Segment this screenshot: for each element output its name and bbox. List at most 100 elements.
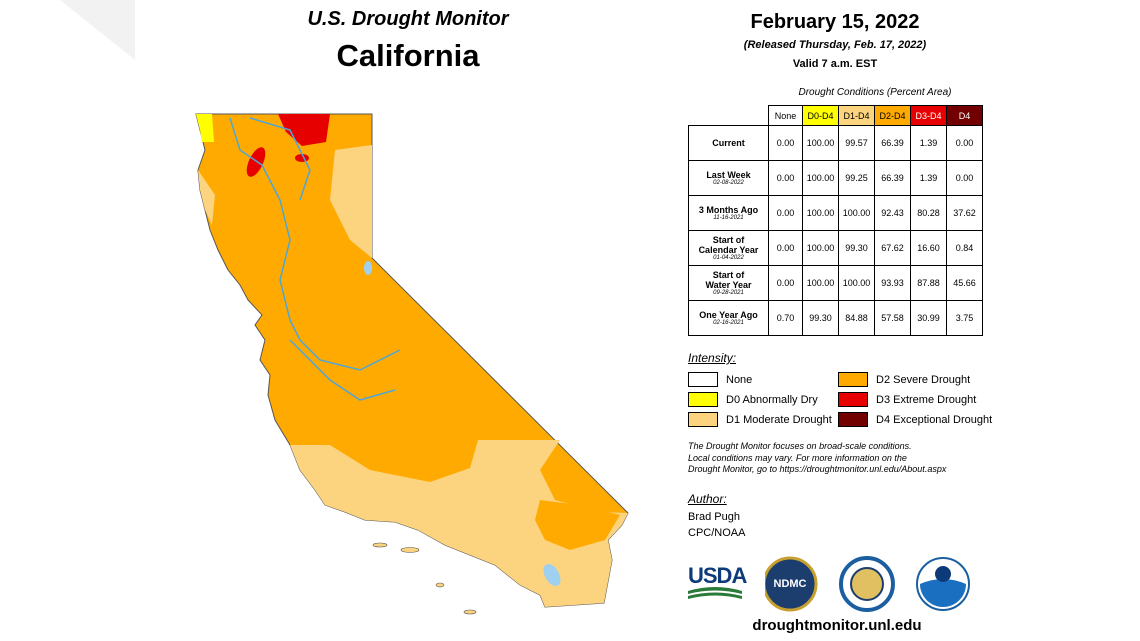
river <box>289 339 396 401</box>
table-row: Current 0.00 100.00 99.57 66.39 1.39 0.00 <box>688 125 983 161</box>
lake <box>543 564 561 586</box>
row-label-cell: One Year Ago 02-16-2021 <box>688 300 769 336</box>
note-line: Local conditions may vary. For more info… <box>688 452 907 463</box>
value-cell: 67.62 <box>874 230 911 266</box>
value-cell: 16.60 <box>910 230 947 266</box>
value-cell: 100.00 <box>802 195 839 231</box>
legend-swatch <box>688 392 718 407</box>
value-cell: 45.66 <box>946 265 983 301</box>
value-cell: 99.30 <box>802 300 839 336</box>
rivers <box>229 117 401 401</box>
author-title: Author: <box>688 492 727 506</box>
row-date: 01-04-2022 <box>713 255 744 261</box>
value-cell: 0.84 <box>946 230 983 266</box>
d1-northeast <box>330 145 372 258</box>
value-cell: 99.25 <box>838 160 875 196</box>
table-row: Last Week 02-08-2022 0.00 100.00 99.25 66.39 1… <box>688 160 983 196</box>
value-cell: 100.00 <box>838 265 875 301</box>
legend-item: None <box>688 372 752 387</box>
legend-swatch <box>688 372 718 387</box>
row-label: Start of <box>712 235 745 245</box>
conditions-table: None D0-D4 D1-D4 D2-D4 D3-D4 D4 Current 0.00 100… <box>688 105 983 336</box>
note: The Drought Monitor focuses on broad-sca… <box>688 441 946 476</box>
legend-item: D0 Abnormally Dry <box>688 392 818 407</box>
value-cell: 0.70 <box>768 300 803 336</box>
value-cell: 84.88 <box>838 300 875 336</box>
released: (Released Thursday, Feb. 17, 2022) <box>743 39 927 51</box>
row-label-cell: Last Week 02-08-2022 <box>688 160 769 196</box>
river <box>229 117 401 371</box>
river <box>249 117 311 201</box>
legend-swatch <box>838 412 868 427</box>
value-cell: 3.75 <box>946 300 983 336</box>
legend-label: D0 Abnormally Dry <box>726 393 818 406</box>
header-row: None D0-D4 D1-D4 D2-D4 D3-D4 D4 <box>689 105 983 126</box>
legend-label: D2 Severe Drought <box>876 373 971 386</box>
d0-area <box>196 114 214 142</box>
column-header: D0-D4 <box>802 105 839 126</box>
table-row: Start of Calendar Year 01-04-2022 0.00 100.0… <box>688 230 983 266</box>
value-cell: 100.00 <box>838 195 875 231</box>
ndmc-logo: NDMC <box>773 578 807 590</box>
usda-swoosh <box>688 587 742 599</box>
value-cell: 30.99 <box>910 300 947 336</box>
value-cell: 87.88 <box>910 265 947 301</box>
legend-label: D1 Moderate Drought <box>726 413 832 426</box>
value-cell: 80.28 <box>910 195 947 231</box>
d1-south <box>290 440 628 607</box>
state-name: California <box>336 38 480 73</box>
row-label: Water Year <box>705 280 752 290</box>
islands <box>372 542 477 615</box>
legend-item: D3 Extreme Drought <box>838 392 976 407</box>
d3-north <box>278 114 330 146</box>
table-caption: Drought Conditions (Percent Area) <box>798 87 952 98</box>
value-cell: 93.93 <box>874 265 911 301</box>
row-label: Calendar Year <box>698 245 759 255</box>
row-date: 02-16-2021 <box>713 320 744 326</box>
valid: Valid 7 a.m. EST <box>792 58 878 70</box>
value-cell: 0.00 <box>768 160 803 196</box>
table-row: One Year Ago 02-16-2021 0.70 99.30 84.88 57.5… <box>688 300 983 336</box>
value-cell: 0.00 <box>768 265 803 301</box>
legend-item: D1 Moderate Drought <box>688 412 832 427</box>
column-header: None <box>768 105 803 126</box>
row-date: 02-08-2022 <box>713 180 744 186</box>
value-cell: 99.30 <box>838 230 875 266</box>
legend-swatch <box>838 392 868 407</box>
legend-swatch <box>838 372 868 387</box>
value-cell: 57.58 <box>874 300 911 336</box>
legend-swatch <box>688 412 718 427</box>
column-header: D4 <box>946 105 983 126</box>
value-cell: 0.00 <box>946 125 983 161</box>
row-label-cell: Current <box>688 125 769 161</box>
author-line: Brad Pugh <box>688 511 740 523</box>
legend-item: D2 Severe Drought <box>838 372 970 387</box>
note-line: Drought Monitor, go to https://droughtmo… <box>688 464 947 474</box>
value-cell: 1.39 <box>910 125 947 161</box>
row-label-cell: Start of Water Year 09-28-2021 <box>688 265 769 301</box>
row-date: 11-16-2021 <box>713 215 744 221</box>
value-cell: 37.62 <box>946 195 983 231</box>
value-cell: 0.00 <box>946 160 983 196</box>
lake <box>364 261 372 275</box>
row-label: One Year Ago <box>699 310 758 320</box>
column-header: D2-D4 <box>874 105 911 126</box>
column-header: D1-D4 <box>838 105 875 126</box>
author-lines: Brad Pugh CPC/NOAA <box>688 509 745 541</box>
value-cell: 99.57 <box>838 125 875 161</box>
row-label: Last Week <box>706 170 751 180</box>
legend-title: Intensity: <box>688 351 737 365</box>
usda-logo: USDA <box>688 563 747 588</box>
value-cell: 0.00 <box>768 195 803 231</box>
value-cell: 100.00 <box>802 230 839 266</box>
note-line: The Drought Monitor focuses on broad-sca… <box>688 441 912 451</box>
row-label-cell: Start of Calendar Year 01-04-2022 <box>688 230 769 266</box>
agency-logos <box>765 556 970 612</box>
legend-label: D3 Extreme Drought <box>876 393 977 406</box>
row-label: Current <box>712 138 745 148</box>
value-cell: 66.39 <box>874 160 911 196</box>
value-cell: 0.00 <box>768 125 803 161</box>
table-row: Start of Water Year 09-28-2021 0.00 100.00 10… <box>688 265 983 301</box>
row-label: Start of <box>712 270 745 280</box>
